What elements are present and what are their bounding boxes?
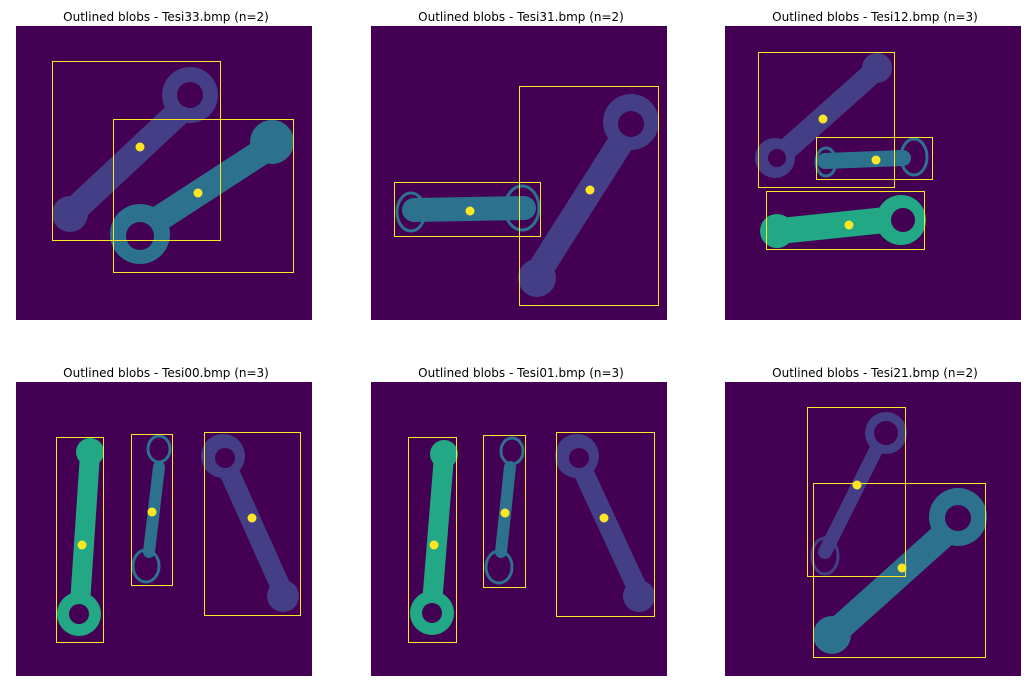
panel-tesi12: Outlined blobs - Tesi12.bmp (n=3) bbox=[725, 10, 1025, 320]
bounding-box bbox=[52, 61, 221, 241]
blob-image bbox=[725, 26, 1021, 320]
blob-image-svg bbox=[725, 26, 1021, 320]
blob-image-svg bbox=[371, 382, 667, 676]
bounding-box bbox=[131, 434, 173, 586]
blob-image-svg bbox=[371, 26, 667, 320]
centroid-marker bbox=[844, 220, 854, 230]
bounding-box bbox=[519, 86, 659, 306]
image-background bbox=[371, 382, 667, 676]
blob-image-svg bbox=[16, 26, 312, 320]
blob-1 bbox=[755, 53, 892, 178]
centroid-marker bbox=[871, 155, 881, 165]
bounding-box bbox=[766, 191, 925, 250]
panel-title: Outlined blobs - Tesi01.bmp (n=3) bbox=[418, 366, 624, 380]
centroid-marker bbox=[135, 142, 145, 152]
centroid-marker bbox=[429, 540, 439, 550]
blob-1 bbox=[52, 67, 218, 232]
blob-3 bbox=[201, 434, 299, 612]
panel-tesi01: Outlined blobs - Tesi01.bmp (n=3) bbox=[371, 366, 671, 676]
blob-image bbox=[371, 382, 667, 676]
centroid-marker bbox=[247, 513, 257, 523]
bounding-box bbox=[816, 137, 933, 180]
panel-title: Outlined blobs - Tesi21.bmp (n=2) bbox=[772, 366, 978, 380]
bounding-box bbox=[113, 119, 294, 273]
centroid-marker bbox=[465, 206, 475, 216]
blob-image-svg bbox=[725, 382, 1021, 676]
blob-2 bbox=[813, 488, 987, 654]
panel-tesi33: Outlined blobs - Tesi33.bmp (n=2) bbox=[16, 10, 316, 320]
panel-tesi21: Outlined blobs - Tesi21.bmp (n=2) bbox=[725, 366, 1025, 676]
bounding-box bbox=[807, 407, 906, 577]
centroid-marker bbox=[585, 185, 595, 195]
blob-1 bbox=[410, 440, 458, 635]
blob-1 bbox=[810, 412, 907, 576]
panel-title: Outlined blobs - Tesi00.bmp (n=3) bbox=[63, 366, 269, 380]
bounding-box bbox=[758, 52, 895, 188]
panel-tesi00: Outlined blobs - Tesi00.bmp (n=3) bbox=[16, 366, 316, 676]
blob-2 bbox=[110, 120, 294, 264]
panel-title: Outlined blobs - Tesi12.bmp (n=3) bbox=[772, 10, 978, 24]
blob-1 bbox=[57, 438, 104, 636]
blob-image bbox=[16, 26, 312, 320]
centroid-marker bbox=[852, 480, 862, 490]
centroid-marker bbox=[500, 508, 510, 518]
blob-3 bbox=[760, 195, 926, 248]
bounding-box bbox=[204, 432, 301, 616]
blob-2 bbox=[518, 94, 659, 297]
centroid-marker bbox=[147, 507, 157, 517]
centroid-marker bbox=[818, 114, 828, 124]
centroid-marker bbox=[599, 513, 609, 523]
centroid-marker bbox=[193, 188, 203, 198]
bounding-box bbox=[556, 432, 655, 617]
blob-image bbox=[725, 382, 1021, 676]
image-background bbox=[16, 382, 312, 676]
panel-title: Outlined blobs - Tesi33.bmp (n=2) bbox=[63, 10, 269, 24]
bounding-box bbox=[56, 437, 104, 643]
bounding-box bbox=[813, 483, 986, 658]
centroid-marker bbox=[77, 540, 87, 550]
image-background bbox=[16, 26, 312, 320]
blob-image bbox=[371, 26, 667, 320]
bounding-box bbox=[483, 435, 526, 588]
panel-tesi31: Outlined blobs - Tesi31.bmp (n=2) bbox=[371, 10, 671, 320]
bounding-box bbox=[408, 437, 457, 643]
centroid-marker bbox=[897, 563, 907, 573]
blob-image bbox=[16, 382, 312, 676]
blob-image-svg bbox=[16, 382, 312, 676]
bounding-box bbox=[394, 182, 541, 237]
blob-3 bbox=[555, 434, 655, 612]
panel-title: Outlined blobs - Tesi31.bmp (n=2) bbox=[418, 10, 624, 24]
